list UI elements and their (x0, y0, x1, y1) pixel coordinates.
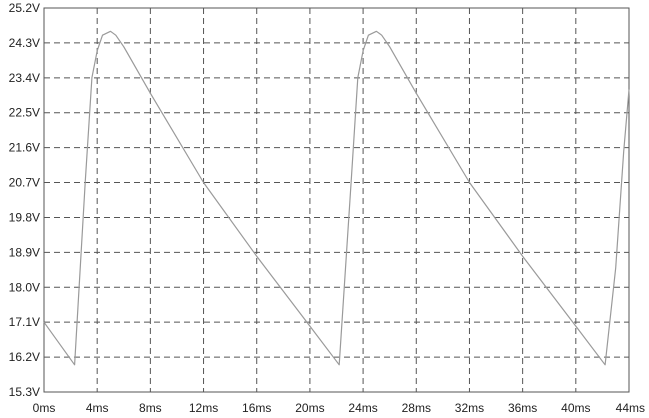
y-tick-label: 22.5V (9, 106, 40, 120)
y-tick-label: 17.1V (9, 315, 40, 329)
y-tick-label: 21.6V (9, 141, 40, 155)
x-tick-label: 12ms (189, 401, 218, 415)
x-tick-label: 36ms (508, 401, 537, 415)
y-tick-label: 24.3V (9, 36, 40, 50)
y-tick-label: 15.3V (9, 385, 40, 399)
x-tick-label: 16ms (242, 401, 271, 415)
y-tick-label: 19.8V (9, 210, 40, 224)
y-tick-label: 18.9V (9, 245, 40, 259)
y-tick-label: 16.2V (9, 350, 40, 364)
x-tick-label: 28ms (402, 401, 431, 415)
y-tick-label: 25.2V (9, 1, 40, 15)
x-tick-label: 24ms (348, 401, 377, 415)
x-tick-label: 32ms (455, 401, 484, 415)
x-tick-label: 40ms (561, 401, 590, 415)
x-tick-label: 8ms (139, 401, 162, 415)
y-tick-label: 23.4V (9, 71, 40, 85)
x-tick-label: 44ms (616, 401, 645, 415)
y-tick-label: 20.7V (9, 176, 40, 190)
grid-lines (44, 8, 629, 392)
plot-frame (43, 7, 630, 393)
x-tick-label: 4ms (86, 401, 109, 415)
y-axis-tick-labels: 25.2V 24.3V 23.4V 22.5V 21.6V 20.7V 19.8V 18.9V… (9, 1, 40, 399)
x-tick-label: 0ms (33, 401, 56, 415)
x-tick-label: 20ms (295, 401, 324, 415)
x-axis-tick-labels: 0ms 4ms 8ms 12ms 16ms 20ms 24ms 28ms 32ms 36ms 40m… (33, 401, 645, 415)
voltage-trace (43, 30, 630, 366)
y-tick-label: 18.0V (9, 280, 40, 294)
